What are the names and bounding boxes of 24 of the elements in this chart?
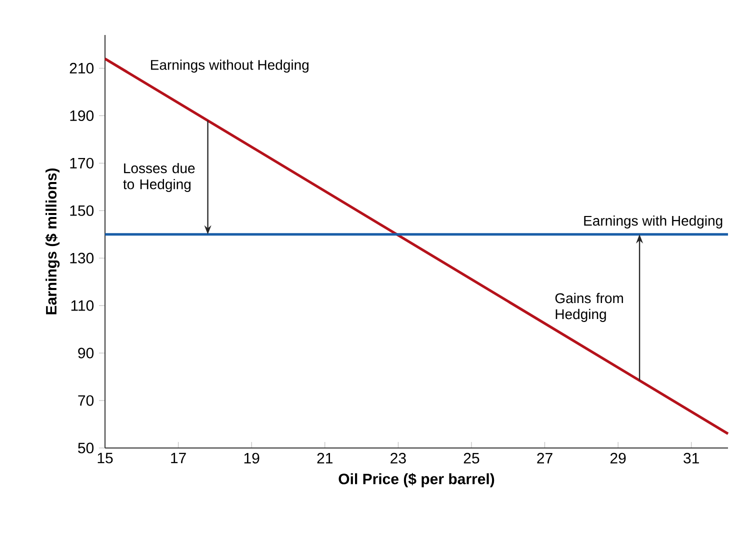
x-tick-label: 23 xyxy=(390,452,406,464)
y-tick-label: 90 xyxy=(78,348,94,358)
annotation: Gains from Hedging xyxy=(555,292,623,322)
y-tick-label: 210 xyxy=(70,62,94,74)
y-tick-label: 190 xyxy=(70,110,94,121)
y-tick-label: 130 xyxy=(70,252,94,264)
y-tick-label: 70 xyxy=(78,395,94,406)
x-tick-label: 19 xyxy=(244,452,260,464)
x-tick-label: 15 xyxy=(98,452,113,464)
x-tick-label: 27 xyxy=(537,452,552,464)
y-tick-label: 50 xyxy=(78,442,94,454)
x-tick-label: 17 xyxy=(171,452,186,464)
x-tick-label: 31 xyxy=(684,452,699,464)
x-tick-label: 21 xyxy=(317,452,332,464)
y-axis-title: Earnings ($ millions) xyxy=(45,168,60,314)
x-tick-label: 25 xyxy=(464,452,480,464)
annotation: Losses due to Hedging xyxy=(123,162,195,192)
y-tick-label: 170 xyxy=(70,158,94,168)
y-tick-label: 110 xyxy=(71,300,94,311)
x-axis-title: Oil Price ($ per barrel) xyxy=(338,473,494,488)
x-tick-label: 29 xyxy=(610,452,626,464)
series-label: Earnings without Hedging xyxy=(151,60,308,73)
y-tick-label: 150 xyxy=(70,205,94,216)
series-label: Earnings with Hedging xyxy=(584,215,722,228)
